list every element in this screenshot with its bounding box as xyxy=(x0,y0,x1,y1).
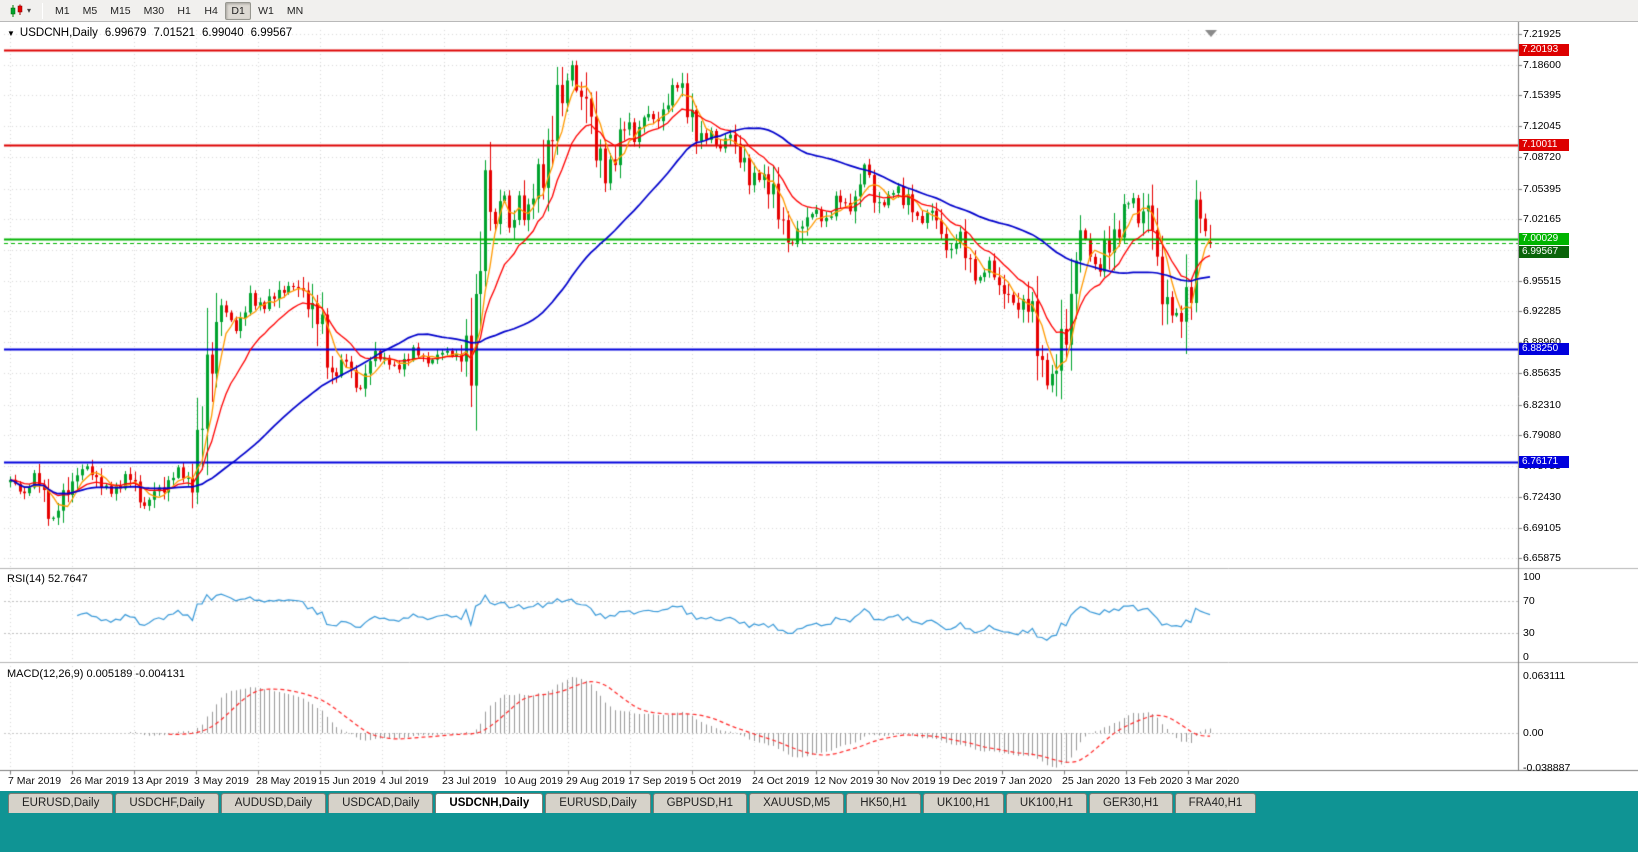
date-axis-label: 19 Dec 2019 xyxy=(938,775,998,787)
timeframe-button-m5[interactable]: M5 xyxy=(82,4,98,17)
chart-tab-bar: EURUSD,Daily USDCHF,Daily AUDUSD,Daily USDC… xyxy=(0,791,1638,817)
timeframe-button-h4[interactable]: H4 xyxy=(204,4,218,17)
timeframe-button-mn[interactable]: MN xyxy=(286,4,304,17)
date-axis-label: 10 Aug 2019 xyxy=(504,775,563,787)
date-axis-label: 4 Jul 2019 xyxy=(380,775,429,787)
chart-type-button[interactable]: ▾ xyxy=(4,2,36,20)
date-axis-label: 24 Oct 2019 xyxy=(752,775,810,787)
chart-tab-hk50-h1[interactable]: HK50,H1 xyxy=(846,793,921,813)
date-axis-label: 3 Mar 2020 xyxy=(1186,775,1240,787)
date-axis-label: 12 Nov 2019 xyxy=(814,775,874,787)
date-axis-label: 29 Aug 2019 xyxy=(566,775,625,787)
date-axis-label: 30 Nov 2019 xyxy=(876,775,936,787)
date-axis-label: 25 Jan 2020 xyxy=(1062,775,1120,787)
time-axis[interactable]: 7 Mar 2019 26 Mar 2019 13 Apr 2019 3 May 20… xyxy=(0,774,1518,790)
chart-canvas[interactable] xyxy=(0,22,1638,791)
chart-tab-fra40-h1[interactable]: FRA40,H1 xyxy=(1174,793,1257,813)
chart-title: ▼ USDCNH,Daily 6.99679 7.01521 6.99040 6… xyxy=(7,27,292,39)
toolbar-separator xyxy=(42,2,44,19)
date-axis-label: 13 Feb 2020 xyxy=(1124,775,1183,787)
ohlc-close: 6.99567 xyxy=(250,27,293,39)
chart-tab-usdcnh-daily[interactable]: USDCNH,Daily xyxy=(435,793,544,813)
toolbar: ▾ M1 M5 M15 M30 H1 H4 D1 W1 MN xyxy=(0,0,1638,22)
chart-tab-usdchf-daily[interactable]: USDCHF,Daily xyxy=(115,793,219,813)
chart-tab-usdcad-daily[interactable]: USDCAD,Daily xyxy=(328,793,434,813)
symbol-period-label: USDCNH,Daily xyxy=(19,27,98,39)
ohlc-high: 7.01521 xyxy=(153,27,196,39)
date-axis-label: 13 Apr 2019 xyxy=(132,775,189,787)
ohlc-open: 6.99679 xyxy=(104,27,147,39)
timeframe-buttons: M1 M5 M15 M30 H1 H4 D1 W1 MN xyxy=(49,1,309,20)
date-axis-label: 5 Oct 2019 xyxy=(690,775,742,787)
date-axis-label: 28 May 2019 xyxy=(256,775,317,787)
chart-tab-xauusd-m5[interactable]: XAUUSD,M5 xyxy=(749,793,845,813)
rsi-indicator-label: RSI(14) 52.7647 xyxy=(7,573,88,585)
chart-tab-audusd-daily[interactable]: AUDUSD,Daily xyxy=(220,793,327,813)
date-axis-label: 7 Jan 2020 xyxy=(1000,775,1052,787)
chevron-down-icon: ▾ xyxy=(27,5,32,15)
date-axis-label: 26 Mar 2019 xyxy=(70,775,129,787)
chart-tab-uk100-h1[interactable]: UK100,H1 xyxy=(1005,793,1087,813)
date-axis-label: 15 Jun 2019 xyxy=(318,775,376,787)
chart-tab-eurusd-daily[interactable]: EURUSD,Daily xyxy=(545,793,651,813)
chart-tab-ger30-h1[interactable]: GER30,H1 xyxy=(1088,793,1173,813)
timeframe-button-h1[interactable]: H1 xyxy=(177,4,191,17)
chart-window: ▼ USDCNH,Daily 6.99679 7.01521 6.99040 6… xyxy=(0,22,1638,791)
timeframe-button-m1[interactable]: M1 xyxy=(55,4,70,17)
date-axis-label: 3 May 2019 xyxy=(194,775,249,787)
timeframe-button-m30[interactable]: M30 xyxy=(143,4,165,17)
timeframe-button-w1[interactable]: W1 xyxy=(258,4,274,17)
chart-tab-gbpusd-h1[interactable]: GBPUSD,H1 xyxy=(652,793,748,813)
triangle-marker-icon: ▼ xyxy=(7,28,15,38)
chart-tab-eurusd-daily[interactable]: EURUSD,Daily xyxy=(8,793,114,813)
timeframe-button-m15[interactable]: M15 xyxy=(110,4,131,17)
candlestick-chart-icon xyxy=(10,4,23,17)
timeframe-button-d1[interactable]: D1 xyxy=(225,1,252,20)
date-axis-label: 7 Mar 2019 xyxy=(8,775,62,787)
ohlc-low: 6.99040 xyxy=(202,27,244,39)
date-axis-label: 23 Jul 2019 xyxy=(442,775,497,787)
chart-tab-uk100-h1[interactable]: UK100,H1 xyxy=(922,793,1004,813)
macd-indicator-label: MACD(12,26,9) 0.005189 -0.004131 xyxy=(7,668,185,680)
date-axis-label: 17 Sep 2019 xyxy=(628,775,688,787)
